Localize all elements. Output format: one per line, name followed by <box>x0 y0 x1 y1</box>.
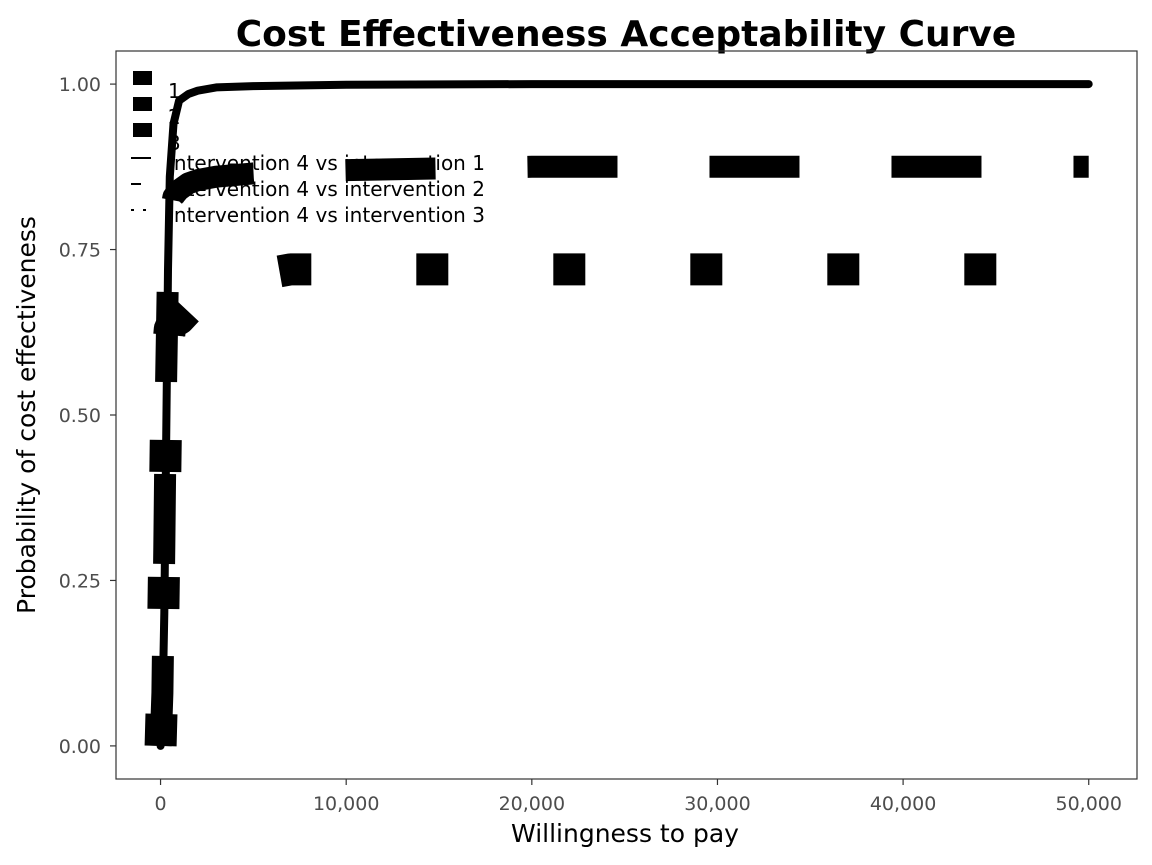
y-axis-title: Probability of cost effectiveness <box>12 216 41 614</box>
legend-label: Intervention 4 vs intervention 1 <box>168 151 485 175</box>
x-tick-label: 40,000 <box>870 793 936 815</box>
x-tick-label: 20,000 <box>499 793 565 815</box>
x-axis-title: Willingness to pay <box>511 819 739 848</box>
x-tick-label: 30,000 <box>684 793 750 815</box>
legend-label: Intervention 4 vs intervention 3 <box>168 203 485 227</box>
y-tick-label: 0.50 <box>59 405 101 427</box>
y-axis: 0.00 0.25 0.50 0.75 1.00 <box>59 74 116 758</box>
y-tick-label: 0.75 <box>59 240 101 262</box>
y-tick-label: 0.25 <box>59 570 101 592</box>
x-axis: 0 10,000 20,000 30,000 40,000 50,000 <box>155 779 1122 815</box>
y-tick-label: 1.00 <box>59 74 101 96</box>
x-tick-label: 0 <box>155 793 167 815</box>
legend-key-swatch <box>133 97 152 111</box>
x-tick-label: 10,000 <box>313 793 379 815</box>
legend-key-swatch <box>133 123 152 137</box>
legend-label: 3 <box>168 131 181 155</box>
legend-label: 2 <box>168 105 181 129</box>
legend-key-swatch <box>133 71 152 85</box>
legend-label: Intervention 4 vs intervention 2 <box>168 177 485 201</box>
legend-label: 1 <box>168 79 181 103</box>
plot-area <box>115 50 1138 780</box>
x-tick-label: 50,000 <box>1055 793 1121 815</box>
series-line-vs-3 <box>144 253 1089 747</box>
y-tick-label: 0.00 <box>59 736 101 758</box>
series-line-vs-2 <box>149 155 1089 747</box>
chart-title: Cost Effectiveness Acceptability Curve <box>236 14 1017 55</box>
